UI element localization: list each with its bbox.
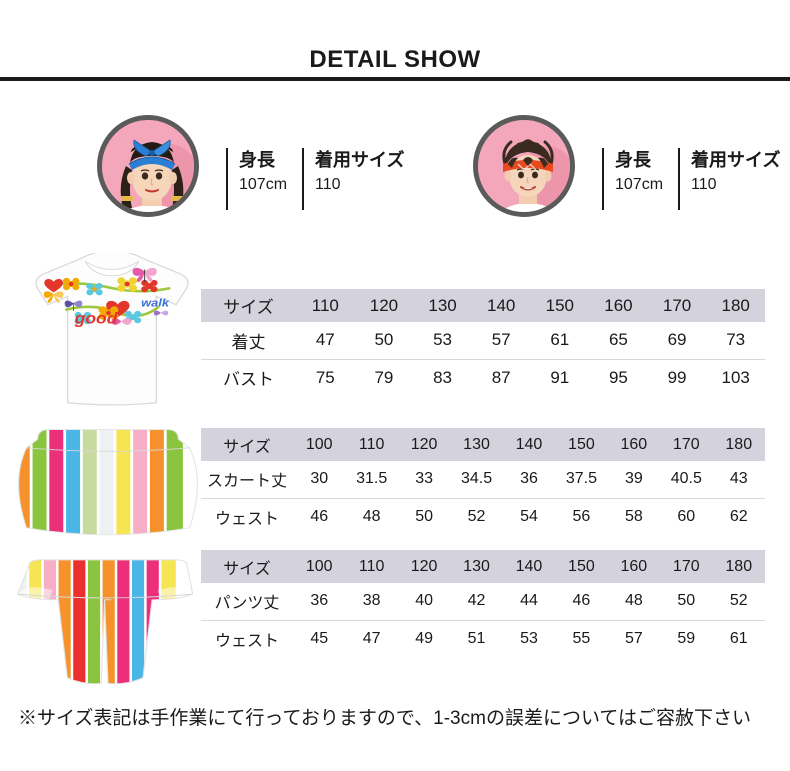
svg-text:good: good xyxy=(74,309,119,327)
svg-text:walk: walk xyxy=(141,296,170,309)
